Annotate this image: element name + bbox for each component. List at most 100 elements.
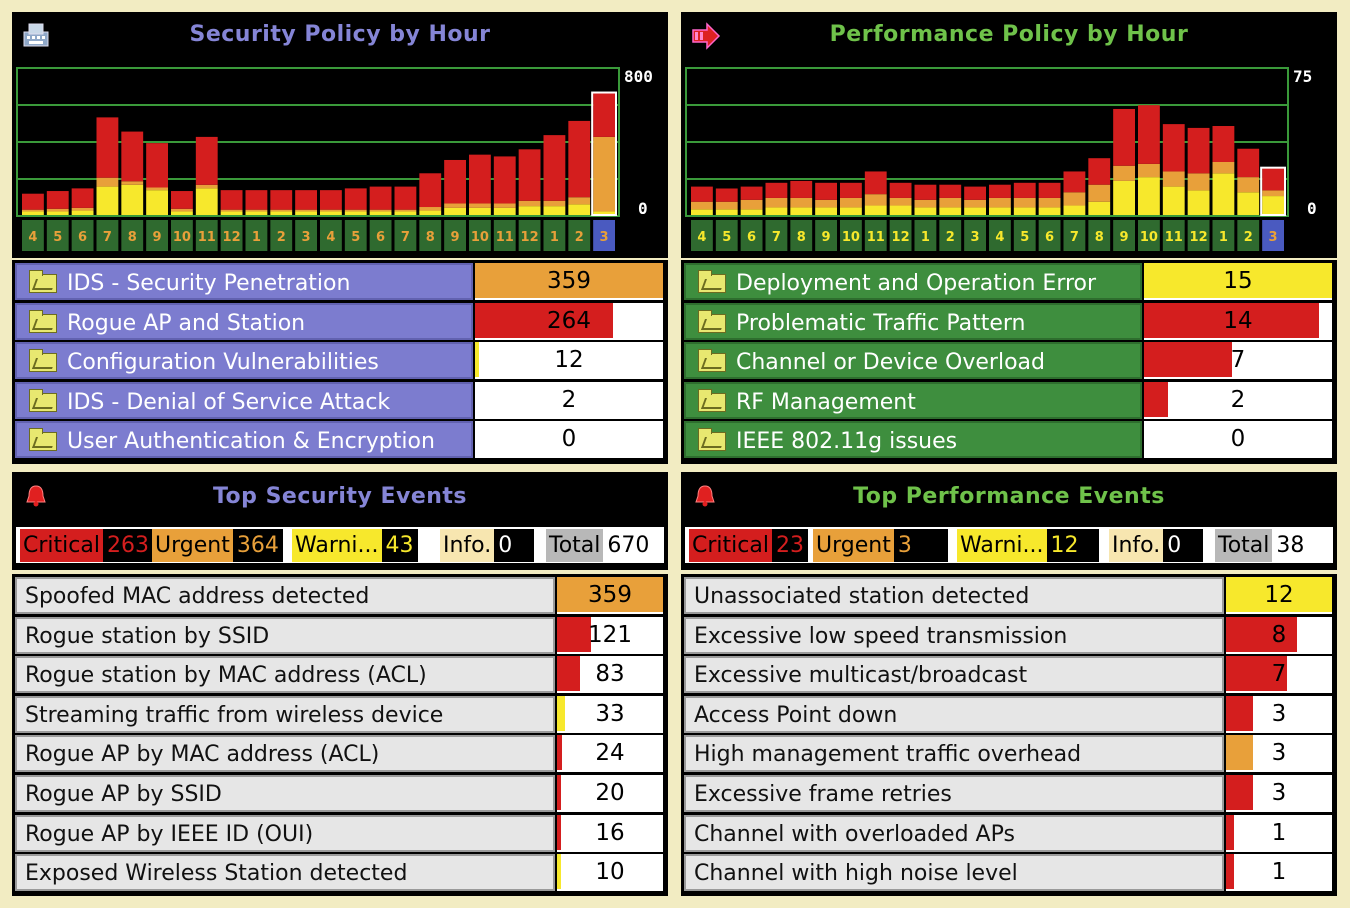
bar-segment-urgent[interactable]: [1063, 192, 1086, 206]
bar-segment-warning[interactable]: [295, 211, 317, 215]
hour-cell[interactable]: [691, 220, 713, 251]
event-row[interactable]: Access Point down 3: [684, 695, 1332, 733]
bar-segment-warning[interactable]: [1063, 205, 1086, 215]
bar-segment-warning[interactable]: [1237, 192, 1260, 215]
bar-segment-urgent[interactable]: [1113, 165, 1135, 181]
bar-segment-critical[interactable]: [344, 188, 367, 210]
hour-cell[interactable]: [1237, 220, 1260, 251]
bar-segment-critical[interactable]: [989, 184, 1011, 198]
bar-segment-critical[interactable]: [1113, 108, 1135, 166]
bar-segment-critical[interactable]: [146, 143, 168, 188]
event-row[interactable]: Rogue station by MAC address (ACL) 83: [15, 656, 663, 694]
bar-segment-warning[interactable]: [1162, 186, 1185, 215]
event-row[interactable]: Rogue AP by MAC address (ACL) 24: [15, 735, 663, 773]
hour-cell[interactable]: [815, 220, 837, 251]
bar-segment-critical[interactable]: [914, 184, 937, 200]
bar-segment-warning[interactable]: [270, 211, 293, 215]
hour-cell[interactable]: [1013, 220, 1036, 251]
bar-segment-warning[interactable]: [1013, 207, 1036, 215]
bar-segment-critical[interactable]: [1138, 105, 1160, 164]
bar-segment-critical[interactable]: [195, 136, 218, 185]
bar-segment-warning[interactable]: [1212, 173, 1235, 215]
bar-segment-warning[interactable]: [121, 184, 144, 215]
hour-cell[interactable]: [1212, 220, 1235, 251]
hour-cell[interactable]: [518, 220, 541, 251]
bar-segment-warning[interactable]: [369, 211, 392, 215]
bar-segment-critical[interactable]: [270, 190, 293, 210]
bar-segment-critical[interactable]: [1013, 182, 1036, 198]
bar-segment-warning[interactable]: [469, 207, 491, 215]
hour-cell[interactable]: [320, 220, 342, 251]
bar-segment-urgent[interactable]: [1013, 197, 1036, 208]
bar-segment-warning[interactable]: [146, 190, 168, 215]
bar-segment-warning[interactable]: [790, 207, 813, 215]
category-row[interactable]: Deployment and Operation Error 15: [684, 263, 1332, 300]
category-row[interactable]: RF Management 2: [684, 381, 1332, 419]
bar-segment-critical[interactable]: [1262, 167, 1284, 191]
bar-segment-urgent[interactable]: [146, 187, 168, 191]
bar-segment-critical[interactable]: [864, 171, 887, 195]
bar-segment-urgent[interactable]: [295, 209, 317, 212]
urgent-counter[interactable]: Urgent 364: [152, 529, 283, 562]
bar-segment-critical[interactable]: [815, 182, 837, 200]
bar-segment-critical[interactable]: [691, 186, 713, 202]
urgent-counter[interactable]: Urgent 3: [813, 529, 948, 562]
bar-segment-warning[interactable]: [889, 205, 912, 215]
hour-cell[interactable]: [715, 220, 738, 251]
hour-cell[interactable]: [740, 220, 763, 251]
bar-segment-warning[interactable]: [740, 209, 763, 215]
bar-segment-warning[interactable]: [245, 211, 268, 215]
bar-segment-urgent[interactable]: [493, 203, 516, 208]
hour-cell[interactable]: [1088, 220, 1111, 251]
bar-segment-critical[interactable]: [765, 182, 788, 198]
hour-cell[interactable]: [1113, 220, 1135, 251]
bar-segment-urgent[interactable]: [889, 197, 912, 206]
bar-segment-warning[interactable]: [1088, 201, 1111, 215]
event-row[interactable]: Channel with high noise level 1: [684, 854, 1332, 892]
hour-cell[interactable]: [270, 220, 293, 251]
hour-cell[interactable]: [419, 220, 442, 251]
bar-segment-warning[interactable]: [568, 204, 591, 215]
bar-segment-critical[interactable]: [1187, 127, 1210, 174]
hour-cell[interactable]: [46, 220, 69, 251]
hour-cell[interactable]: [1063, 220, 1086, 251]
bar-segment-urgent[interactable]: [220, 209, 243, 212]
bar-segment-warning[interactable]: [394, 211, 417, 215]
category-row[interactable]: Problematic Traffic Pattern 14: [684, 302, 1332, 340]
info-counter[interactable]: Info. 0: [1109, 529, 1204, 562]
bar-segment-critical[interactable]: [1212, 126, 1235, 162]
bar-segment-critical[interactable]: [543, 135, 566, 201]
bar-segment-critical[interactable]: [71, 188, 94, 208]
bar-segment-critical[interactable]: [96, 117, 119, 178]
bar-segment-critical[interactable]: [493, 156, 516, 204]
bar-segment-critical[interactable]: [939, 184, 962, 198]
category-row[interactable]: IDS - Security Penetration 359: [15, 263, 663, 300]
category-row[interactable]: Rogue AP and Station 264: [15, 302, 663, 340]
hour-cell[interactable]: [1187, 220, 1210, 251]
hour-cell[interactable]: [790, 220, 813, 251]
bar-segment-critical[interactable]: [220, 190, 243, 210]
bar-segment-urgent[interactable]: [344, 209, 367, 212]
bar-segment-warning[interactable]: [96, 186, 119, 215]
hour-cell[interactable]: [543, 220, 566, 251]
bar-segment-critical[interactable]: [121, 131, 144, 182]
bar-segment-critical[interactable]: [22, 193, 44, 210]
bar-segment-urgent[interactable]: [939, 197, 962, 208]
bar-segment-critical[interactable]: [740, 186, 763, 200]
bar-segment-critical[interactable]: [245, 190, 268, 210]
hour-cell[interactable]: [295, 220, 317, 251]
bar-segment-warning[interactable]: [914, 207, 937, 215]
bar-segment-critical[interactable]: [518, 149, 541, 201]
bar-segment-urgent[interactable]: [518, 200, 541, 207]
hour-cell[interactable]: [939, 220, 962, 251]
bar-segment-critical[interactable]: [394, 186, 417, 210]
bar-segment-warning[interactable]: [320, 211, 342, 215]
bar-segment-urgent[interactable]: [195, 184, 218, 189]
bar-segment-warning[interactable]: [171, 211, 193, 215]
bar-segment-warning[interactable]: [840, 207, 862, 215]
bar-segment-urgent[interactable]: [320, 209, 342, 212]
bar-segment-urgent[interactable]: [765, 197, 788, 208]
hour-cell[interactable]: [96, 220, 119, 251]
bar-segment-critical[interactable]: [171, 191, 193, 209]
hour-cell[interactable]: [889, 220, 912, 251]
